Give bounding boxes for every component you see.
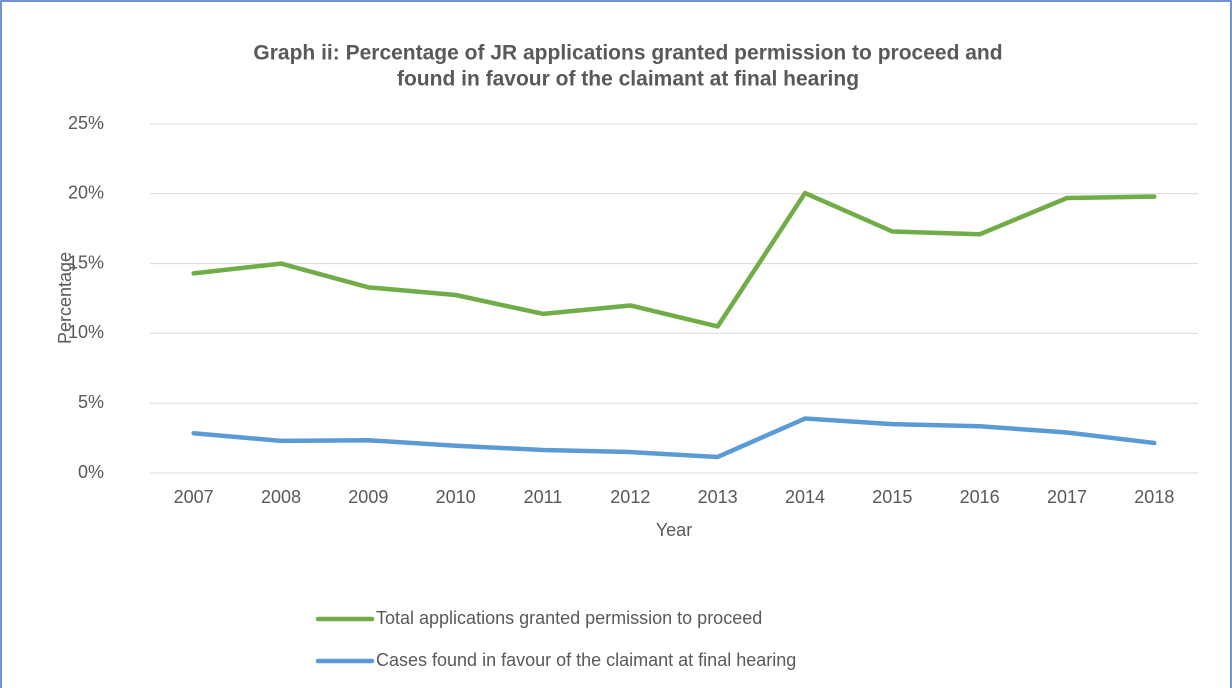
x-tick-label: 2017 xyxy=(1047,487,1087,507)
y-tick-label: 25% xyxy=(68,113,104,133)
y-axis-label: Percentage xyxy=(55,252,75,344)
x-tick-label: 2009 xyxy=(348,487,388,507)
y-tick-label: 5% xyxy=(78,392,104,412)
chart-title: found in favour of the claimant at final… xyxy=(397,68,859,91)
y-tick-label: 20% xyxy=(68,183,104,203)
legend-label: Total applications granted permission to… xyxy=(376,608,762,628)
data-line xyxy=(191,416,1157,460)
y-tick-label: 10% xyxy=(68,322,104,342)
x-tick-label: 2012 xyxy=(610,487,650,507)
x-tick-label: 2018 xyxy=(1134,487,1174,507)
x-tick-label: 2010 xyxy=(436,487,476,507)
x-tick-label: 2016 xyxy=(960,487,1000,507)
x-tick-label: 2011 xyxy=(524,487,563,507)
legend-label: Cases found in favour of the claimant at… xyxy=(376,650,796,670)
x-tick-label: 2008 xyxy=(261,487,301,507)
x-tick-label: 2014 xyxy=(785,487,825,507)
chart-title: Graph ii: Percentage of JR applications … xyxy=(253,42,1002,65)
x-axis-label: Year xyxy=(656,520,692,540)
y-tick-label: 15% xyxy=(68,252,104,272)
data-line xyxy=(191,190,1157,329)
y-tick-label: 0% xyxy=(78,462,104,482)
x-tick-label: 2015 xyxy=(872,487,912,507)
x-tick-label: 2007 xyxy=(174,487,214,507)
x-tick-label: 2013 xyxy=(698,487,738,507)
